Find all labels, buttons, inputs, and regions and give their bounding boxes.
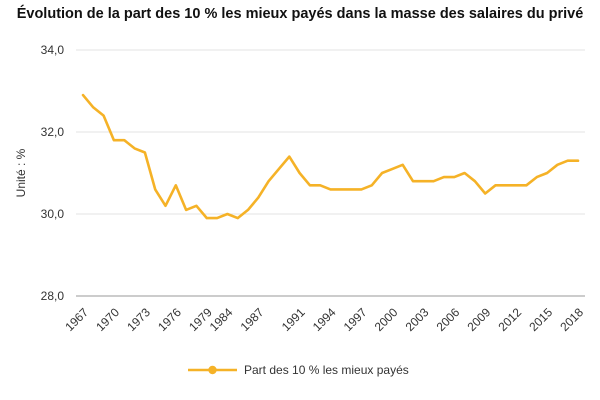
x-tick-label: 1994	[310, 305, 339, 334]
x-tick-label: 2012	[495, 305, 524, 334]
x-tick-label: 2015	[526, 305, 555, 334]
x-tick-label: 1984	[207, 305, 236, 334]
y-tick-label: 30,0	[41, 207, 65, 221]
x-tick-label: 2003	[403, 305, 432, 334]
y-axis-ticks: 28,0 30,0 32,0 34,0	[41, 43, 65, 303]
x-tick-label: 2006	[434, 305, 463, 334]
legend-dot-marker	[208, 365, 217, 375]
legend: Part des 10 % les mieux payés	[188, 363, 409, 377]
x-tick-label: 1973	[124, 305, 153, 334]
chart-title: Évolution de la part des 10 % les mieux …	[16, 6, 584, 22]
x-tick-label: 1997	[341, 305, 370, 334]
x-tick-label: 1970	[93, 305, 122, 334]
x-tick-label: 2000	[372, 305, 401, 334]
x-tick-label: 1967	[62, 305, 91, 334]
y-tick-label: 28,0	[41, 289, 65, 303]
x-tick-label: 1976	[155, 305, 184, 334]
x-tick-label: 1991	[279, 305, 308, 334]
legend-label: Part des 10 % les mieux payés	[244, 363, 409, 377]
y-tick-label: 34,0	[41, 43, 65, 57]
grid-lines	[76, 49, 585, 297]
x-tick-label: 1987	[238, 305, 267, 334]
x-tick-label: 2009	[465, 305, 494, 334]
y-axis-title: Unité : %	[14, 148, 28, 197]
x-tick-label: 2018	[557, 305, 586, 334]
series-line	[81, 93, 580, 220]
y-tick-label: 32,0	[41, 125, 65, 139]
